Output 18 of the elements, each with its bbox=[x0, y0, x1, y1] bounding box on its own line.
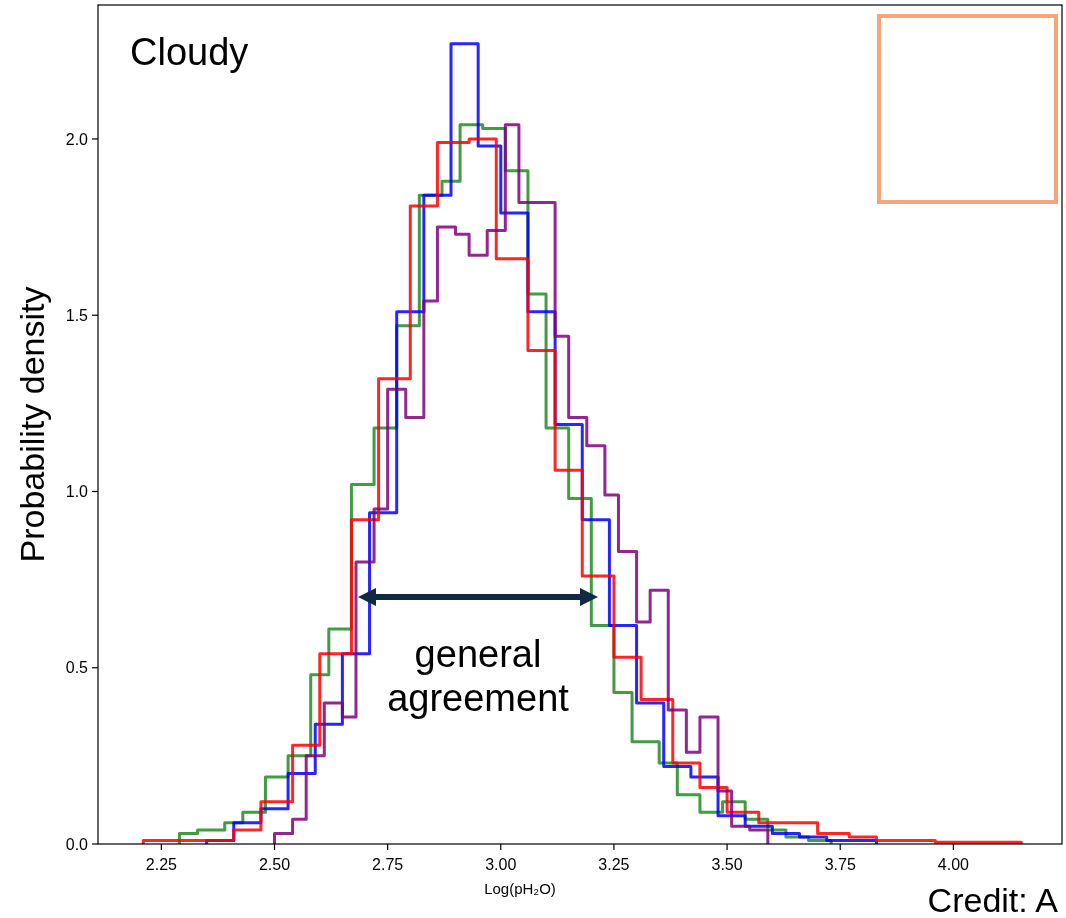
y-tick-label: 2.0 bbox=[65, 130, 89, 148]
y-tick-label: 1.5 bbox=[65, 306, 89, 324]
y-axis-title: Probability density bbox=[13, 286, 51, 563]
x-tick-label: 3.00 bbox=[485, 856, 517, 873]
x-tick-label: 4.00 bbox=[937, 856, 970, 873]
x-tick-label: 2.50 bbox=[258, 856, 291, 873]
y-tick-label: 1.0 bbox=[65, 483, 89, 501]
x-tick-label: 2.25 bbox=[145, 856, 178, 873]
x-tick-label: 3.50 bbox=[711, 856, 743, 873]
y-tick-label: 0.0 bbox=[65, 835, 89, 853]
text: Credit: A bbox=[927, 881, 1059, 918]
x-tick-label: 2.75 bbox=[372, 856, 404, 873]
annotation: general agreement bbox=[387, 633, 570, 719]
x-tick-label: 3.25 bbox=[598, 856, 630, 873]
x-axis-title: Log(pH₂O) bbox=[484, 880, 556, 897]
text: Cloudy bbox=[130, 31, 249, 73]
x-tick-label: 3.75 bbox=[824, 856, 856, 873]
y-tick-label: 0.5 bbox=[65, 659, 89, 677]
